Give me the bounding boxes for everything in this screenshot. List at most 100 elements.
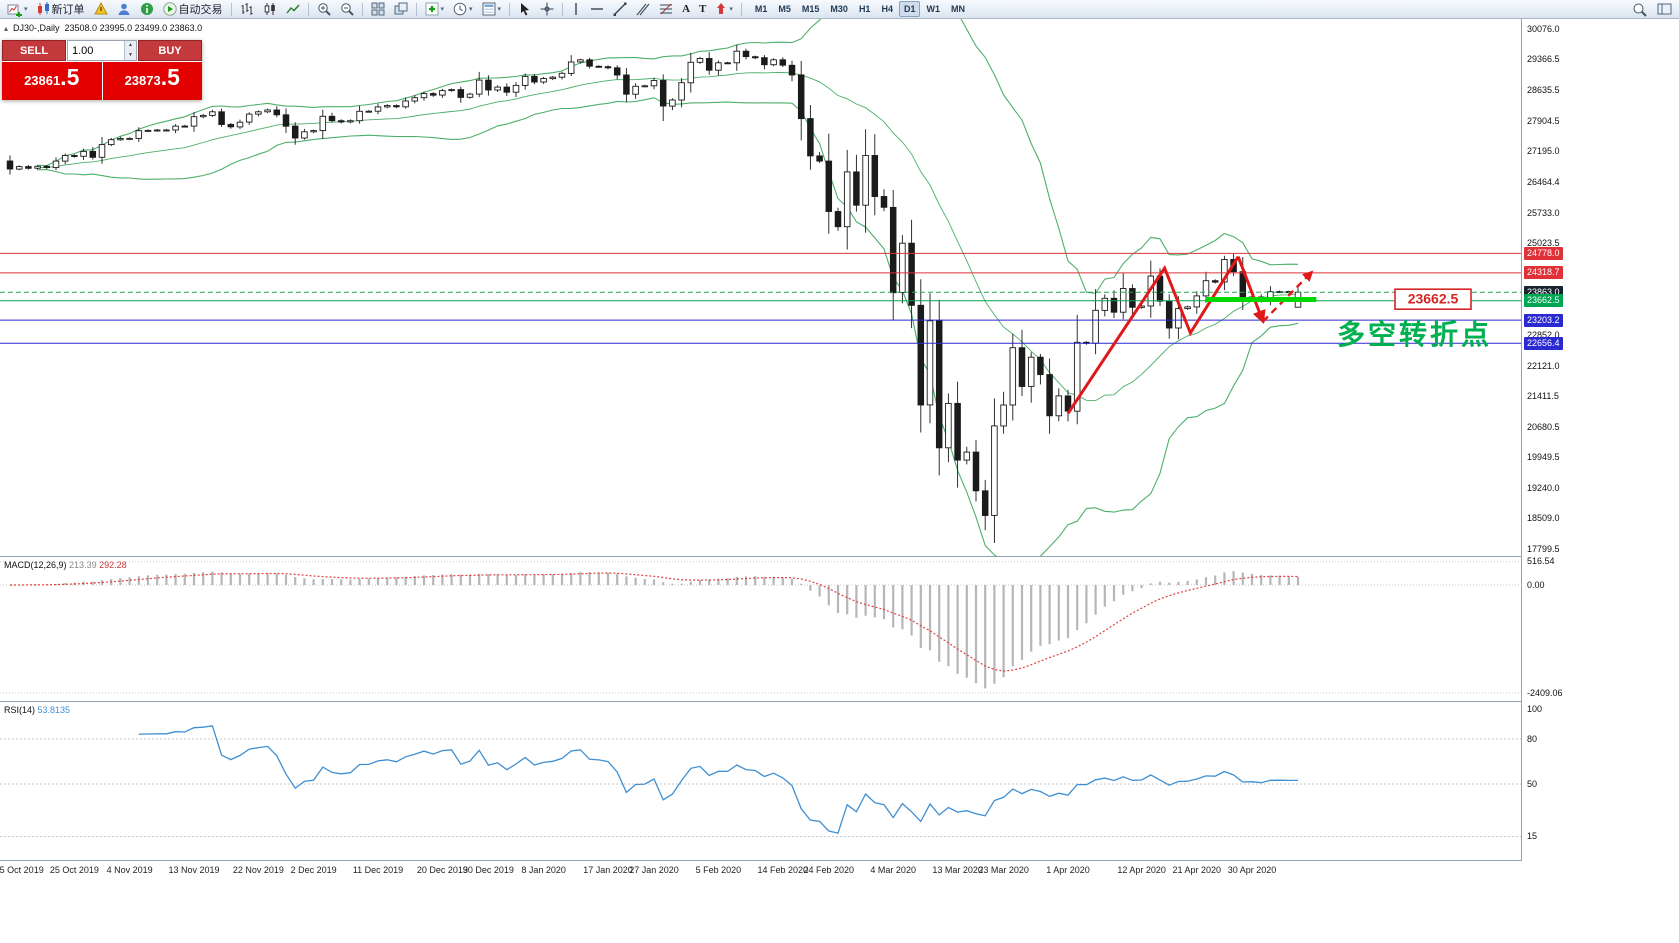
trend-zigzag[interactable] xyxy=(1066,255,1240,415)
line-chart-button[interactable] xyxy=(282,1,304,18)
date-label: 1 Apr 2020 xyxy=(1046,865,1090,875)
turning-point-annotation: 多空转折点 xyxy=(1337,318,1492,350)
new-order-button[interactable]: 新订单 xyxy=(33,1,89,18)
date-label: 13 Mar 2020 xyxy=(932,865,983,875)
cascade-windows-icon xyxy=(394,2,408,15)
text-icon: A xyxy=(682,3,691,15)
search-button[interactable] xyxy=(1628,1,1651,18)
date-label: 4 Mar 2020 xyxy=(870,865,916,875)
bars-icon xyxy=(241,3,253,15)
chevron-down-icon: ▾ xyxy=(729,5,733,13)
volume-input[interactable] xyxy=(68,41,136,60)
tile-windows-button[interactable] xyxy=(367,1,389,18)
macd-value-main: 213.39 xyxy=(69,560,97,570)
main-price-chart[interactable]: 23662.5 多空转折点 xyxy=(0,19,1521,556)
date-label: 4 Nov 2019 xyxy=(106,865,153,875)
date-label: 20 Dec 2019 xyxy=(416,865,468,875)
date-label: 11 Dec 2019 xyxy=(352,865,404,875)
channel-icon xyxy=(636,3,650,16)
new-order-label: 新订单 xyxy=(51,4,85,16)
sell-button[interactable]: SELL xyxy=(2,40,66,61)
price-label: 30076.0 xyxy=(1527,23,1560,34)
profile-icon xyxy=(118,3,130,15)
panel-separator[interactable] xyxy=(0,701,1567,702)
rsi-axis-label: 50 xyxy=(1527,778,1538,789)
candle-wicks xyxy=(9,44,1299,543)
volume-up-button[interactable]: ▲ xyxy=(124,41,136,51)
timeframe-m15[interactable]: M15 xyxy=(797,1,825,17)
templates-button[interactable]: ▾ xyxy=(478,1,506,18)
time-axis[interactable]: 15 Oct 2019 25 Oct 2019 4 Nov 2019 13 Nov 2… xyxy=(0,861,1521,881)
price-label-blue: 23203.2 xyxy=(1524,313,1563,327)
timeframe-h4[interactable]: H4 xyxy=(876,1,898,17)
indicators-button[interactable]: ▾ xyxy=(421,1,449,18)
date-label: 22 Nov 2019 xyxy=(232,865,284,875)
fibonacci-button[interactable] xyxy=(655,1,677,18)
macd-name: MACD(12,26,9) xyxy=(4,560,67,570)
alert-icon xyxy=(93,2,108,15)
bollinger-bands xyxy=(37,19,1299,556)
timeframe-d1[interactable]: D1 xyxy=(898,1,921,17)
date-label: 5 Feb 2020 xyxy=(695,865,742,875)
new-chart-button[interactable]: ▾ xyxy=(3,1,32,18)
cursor-button[interactable] xyxy=(514,1,535,18)
price-label-green: 23662.5 xyxy=(1524,294,1563,308)
timeframe-mn[interactable]: MN xyxy=(946,1,970,17)
price-label: 18509.0 xyxy=(1527,513,1560,524)
crosshair-button[interactable] xyxy=(536,1,558,18)
horizontal-line-button[interactable] xyxy=(586,1,608,18)
timeframe-w1[interactable]: W1 xyxy=(921,1,945,17)
chevron-down-icon: ▾ xyxy=(440,5,445,13)
periods-button[interactable]: ▾ xyxy=(449,1,477,18)
date-label: 2 Dec 2019 xyxy=(290,865,337,875)
price-tag[interactable]: 23662.5 xyxy=(1394,288,1472,311)
price-axis[interactable]: 30076.0 29366.5 28635.5 27904.5 27195.0 26464… xyxy=(1521,19,1667,861)
alerts-button[interactable] xyxy=(90,1,112,18)
date-label: 25 Oct 2019 xyxy=(49,865,99,875)
price-label: 27195.0 xyxy=(1527,145,1560,156)
panel-separator[interactable] xyxy=(0,556,1567,557)
timeframe-m30[interactable]: M30 xyxy=(825,1,853,17)
rsi-name: RSI(14) xyxy=(4,705,36,715)
cursor-icon xyxy=(521,3,530,16)
cascade-windows-button[interactable] xyxy=(390,1,412,18)
price-label: 28635.5 xyxy=(1527,84,1560,95)
bar-chart-button[interactable] xyxy=(236,1,258,18)
candlestick-chart-button[interactable] xyxy=(259,1,281,18)
label-button[interactable]: T xyxy=(695,1,710,18)
channel-button[interactable] xyxy=(632,1,654,18)
crosshair-icon xyxy=(540,2,554,16)
date-label: 15 Oct 2019 xyxy=(0,865,44,875)
text-button[interactable]: A xyxy=(678,1,694,18)
zoom-out-button[interactable] xyxy=(336,1,358,18)
profile-button[interactable] xyxy=(113,1,135,18)
indicators-icon xyxy=(425,2,439,16)
trendline-button[interactable] xyxy=(609,1,631,18)
timeframe-h1[interactable]: H1 xyxy=(854,1,876,17)
toolbar-separator xyxy=(307,2,309,16)
collapse-panel-icon[interactable]: ▴ xyxy=(4,23,9,33)
rsi-panel[interactable] xyxy=(0,702,1521,860)
toolbar-separator xyxy=(509,2,511,16)
buy-price[interactable]: 23873.5 xyxy=(102,62,202,100)
news-button[interactable] xyxy=(136,1,158,18)
panel-separator[interactable] xyxy=(0,860,1567,861)
sell-price[interactable]: 23861.5 xyxy=(2,62,102,100)
autotrade-button[interactable]: 自动交易 xyxy=(159,1,227,18)
arrows-button[interactable]: ▾ xyxy=(711,1,737,18)
vertical-line-button[interactable] xyxy=(567,1,585,18)
arrows-icon xyxy=(717,3,726,14)
macd-panel[interactable] xyxy=(0,557,1521,701)
price-label: 17799.5 xyxy=(1527,543,1560,554)
fibonacci-icon xyxy=(660,3,673,15)
zoom-in-button[interactable] xyxy=(313,1,335,18)
layout-button[interactable] xyxy=(1653,1,1676,18)
buy-button[interactable]: BUY xyxy=(138,40,202,61)
date-label: 24 Feb 2020 xyxy=(803,865,855,875)
line-chart-icon xyxy=(285,4,300,14)
timeframe-m5[interactable]: M5 xyxy=(773,1,796,17)
trend-arrow-down[interactable] xyxy=(1236,256,1266,325)
timeframe-m1[interactable]: M1 xyxy=(750,1,773,17)
volume-down-button[interactable]: ▼ xyxy=(124,50,136,60)
date-label: 30 Apr 2020 xyxy=(1227,865,1277,875)
